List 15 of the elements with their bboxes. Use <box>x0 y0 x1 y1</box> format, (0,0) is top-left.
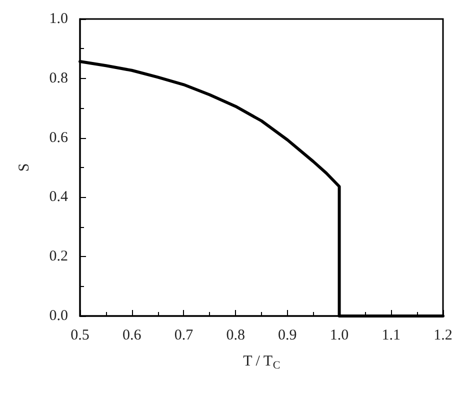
x-tick-label: 1.2 <box>434 328 452 344</box>
y-tick-label: 0.6 <box>49 130 68 146</box>
x-tick-label: 0.5 <box>70 328 90 344</box>
y-tick-label: 1.0 <box>49 11 68 27</box>
x-tick-label: 0.9 <box>278 328 297 344</box>
y-tick-label: 0.2 <box>49 248 68 265</box>
x-tick-label: 0.6 <box>122 328 142 344</box>
x-tick-label: 0.8 <box>226 328 245 344</box>
y-tick-label: 0.0 <box>49 308 68 324</box>
y-tick-label: 0.8 <box>49 70 68 86</box>
y-axis-title: S <box>16 163 32 172</box>
y-tick-label: 0.4 <box>49 189 68 206</box>
x-tick-label: 1.0 <box>330 328 349 344</box>
x-tick-label: 1.1 <box>382 328 401 344</box>
x-tick-label: 0.7 <box>174 328 194 344</box>
